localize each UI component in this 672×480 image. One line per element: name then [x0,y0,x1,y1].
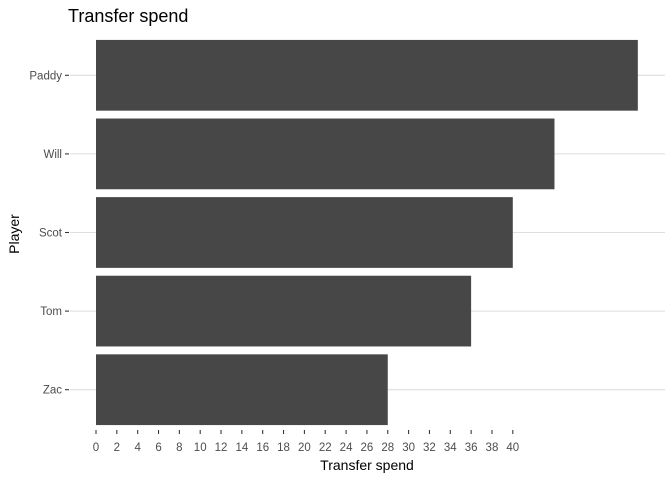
x-tick-label: 40 [506,442,519,454]
x-tick-label: 22 [319,442,332,454]
x-tick-label: 12 [215,442,228,454]
x-tick-label: 30 [402,442,415,454]
x-tick-label: 20 [298,442,311,454]
bar-paddy [96,39,638,111]
x-tick-label: 0 [93,442,99,454]
x-tick-label: 16 [256,442,269,454]
x-tick-label: 38 [486,442,499,454]
x-tick-label: 28 [381,442,394,454]
x-tick-label: 36 [465,442,478,454]
chart-title: Transfer spend [68,6,188,26]
x-tick-label: 8 [176,442,182,454]
y-tick-label: Tom [40,306,62,318]
bar-tom [96,275,472,347]
x-axis-title: Transfer spend [320,457,414,473]
x-tick-label: 6 [155,442,161,454]
bar-will [96,118,555,190]
x-tick-label: 32 [423,442,436,454]
x-tick-label: 10 [194,442,207,454]
y-axis-title: Player [6,214,22,254]
bar-scot [96,197,513,268]
y-tick-label: Will [43,149,62,161]
x-tick-label: 2 [114,442,120,454]
x-tick-label: 24 [340,442,353,454]
y-tick-label: Scot [39,228,63,240]
x-tick-label: 4 [134,442,141,454]
x-tick-label: 26 [361,442,374,454]
x-tick-label: 34 [444,442,457,454]
y-tick-label: Paddy [29,70,62,82]
x-tick-label: 14 [235,442,248,454]
bars [96,39,638,426]
x-axis: 0 2 4 6 8 10 12 14 16 18 20 22 24 26 28 30 32 34 36 38 40 [93,430,519,454]
y-axis: Paddy Will Scot Tom Zac [29,70,69,397]
y-tick-label: Zac [43,385,62,397]
bar-zac [96,354,388,426]
x-tick-label: 18 [277,442,290,454]
